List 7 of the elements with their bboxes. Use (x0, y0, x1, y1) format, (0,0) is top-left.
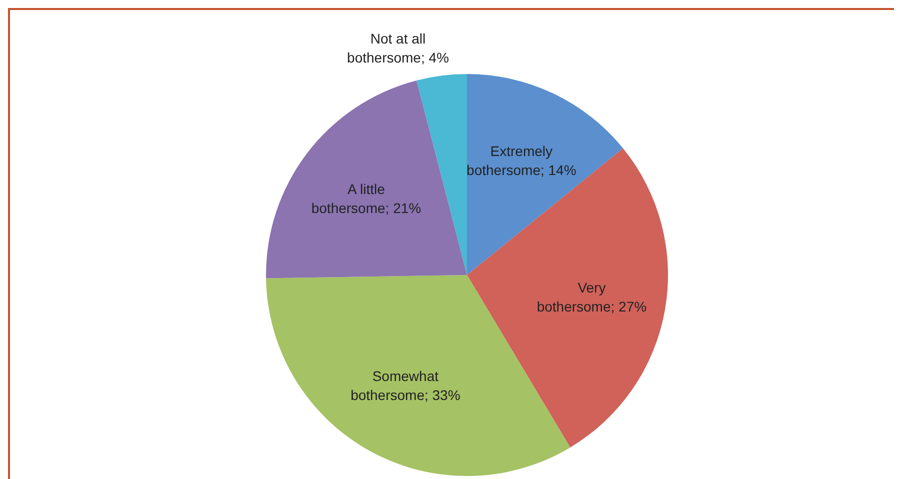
pie-slice (266, 80, 467, 278)
slice-label: Somewhat bothersome; 33% (350, 368, 460, 404)
slice-label: Not at all bothersome; 4% (347, 30, 449, 66)
slice-label: A little bothersome; 21% (311, 180, 422, 216)
slice-label: Extremely bothersome; 14% (466, 143, 576, 178)
slice-label: Very bothersome; 27% (536, 279, 647, 314)
pie-slice (467, 74, 624, 275)
